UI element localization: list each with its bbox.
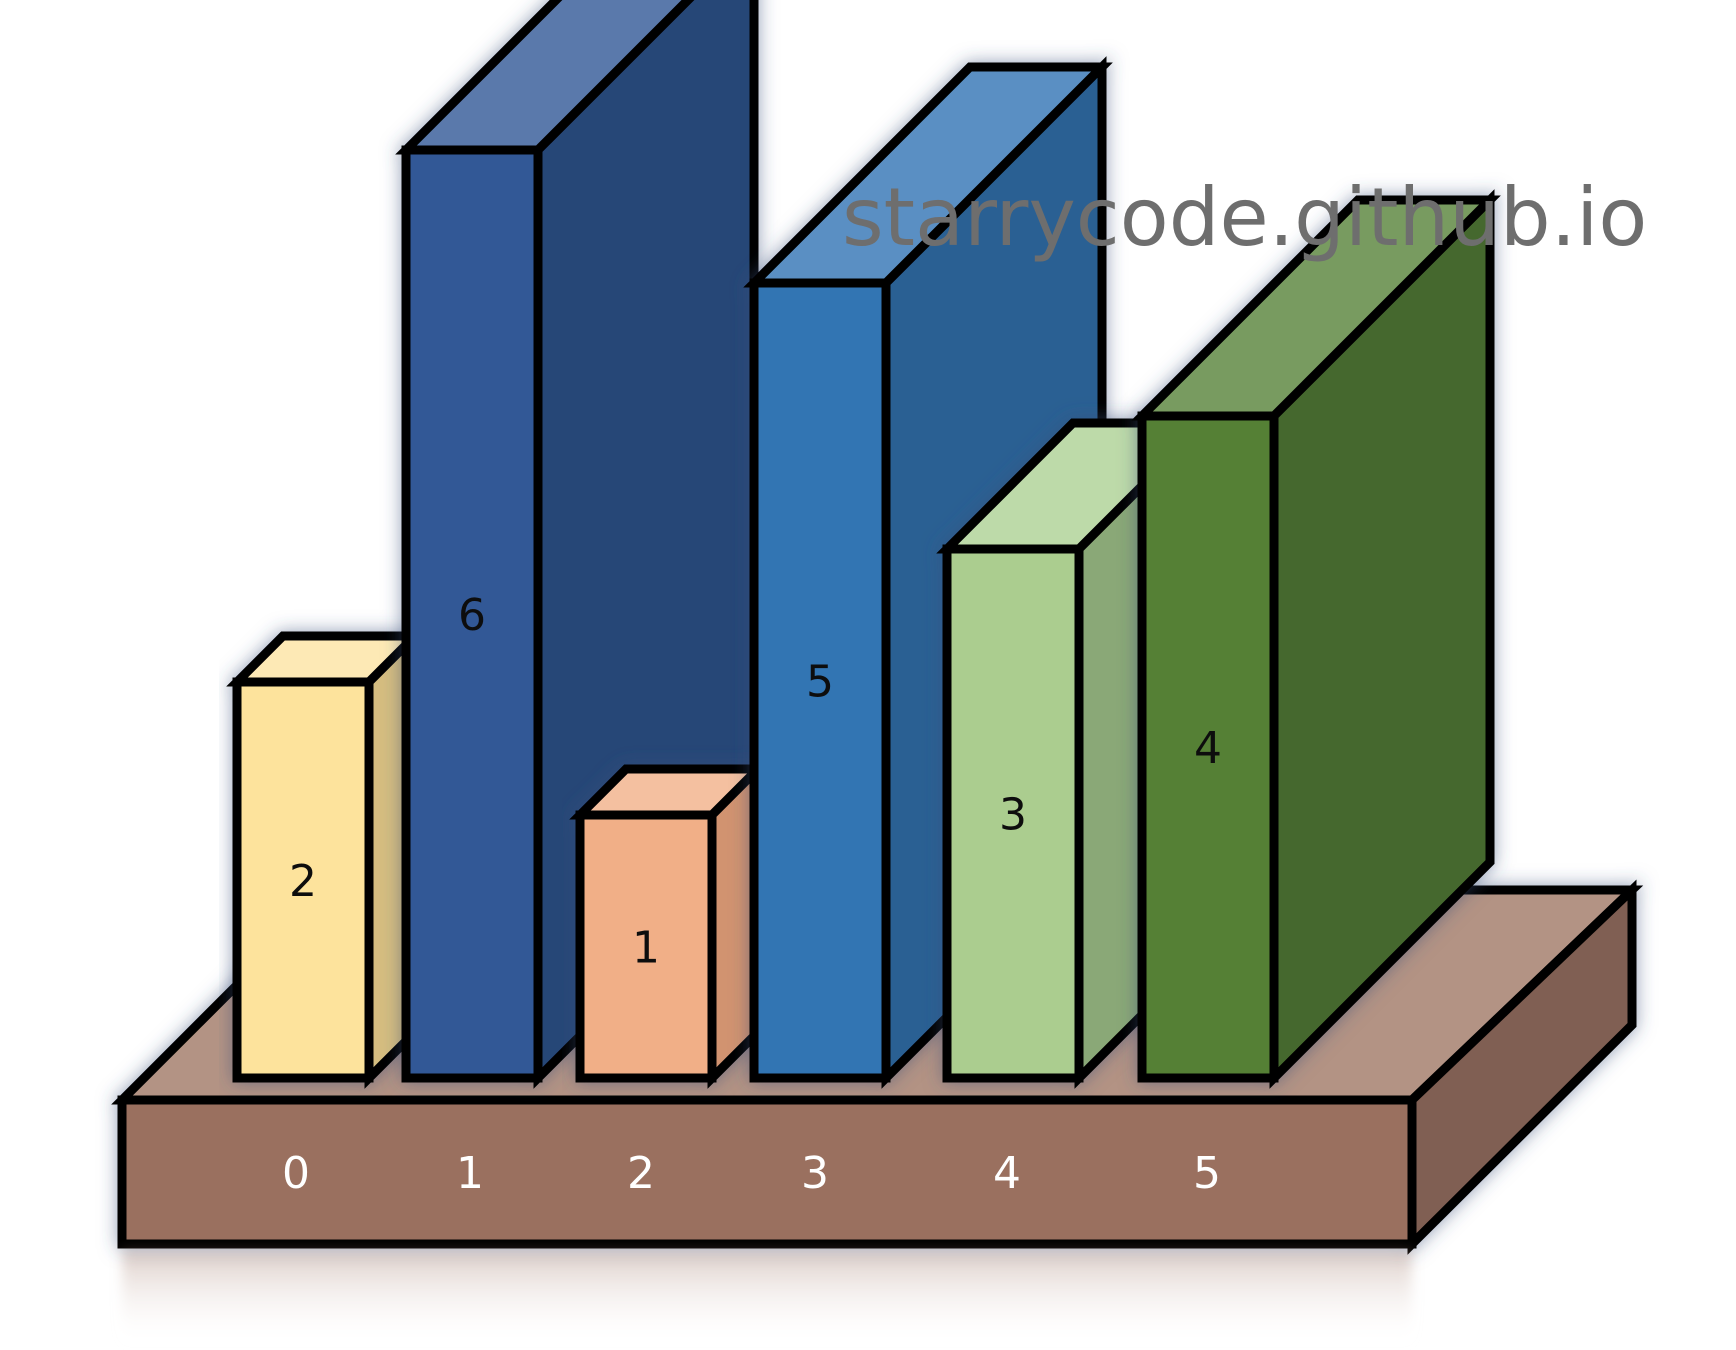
index-label: 0 (282, 1148, 310, 1199)
bar-0: 2 (226, 625, 426, 1089)
bar-value-label: 5 (806, 657, 834, 708)
bar-front-face (401, 145, 543, 1083)
bar-2: 1 (569, 758, 769, 1089)
index-labels-group: 0 1 2 3 4 5 (282, 1148, 1221, 1199)
watermark-text: starrycode.github.io (842, 171, 1647, 264)
bar-front-face (1137, 411, 1279, 1083)
bars-group: 2 6 1 5 3 4 (226, 0, 1501, 1089)
base-front-face (117, 1095, 1417, 1249)
base-reflection (122, 1250, 1412, 1346)
index-label: 1 (456, 1148, 484, 1199)
bar-value-label: 4 (1194, 723, 1222, 774)
bar-value-label: 1 (632, 923, 660, 974)
index-label: 2 (627, 1148, 655, 1199)
bar-front-face (232, 677, 374, 1083)
bar-front-face (749, 278, 891, 1083)
bar-front-face (575, 810, 717, 1083)
index-label: 4 (993, 1148, 1021, 1199)
bar-value-label: 6 (458, 590, 486, 641)
index-label: 5 (1193, 1148, 1221, 1199)
bar-5: 4 (1131, 189, 1501, 1089)
bar-value-label: 3 (999, 790, 1027, 841)
index-label: 3 (801, 1148, 829, 1199)
bar-value-label: 2 (289, 856, 317, 907)
bar-front-face (942, 544, 1084, 1083)
